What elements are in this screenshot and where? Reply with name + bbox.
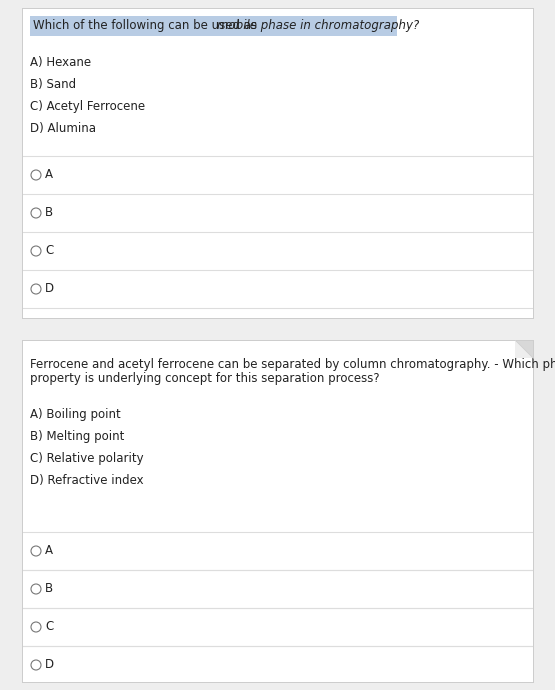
Text: D) Alumina: D) Alumina bbox=[30, 122, 96, 135]
Text: B) Melting point: B) Melting point bbox=[30, 430, 124, 443]
Text: D: D bbox=[45, 282, 54, 295]
Text: B: B bbox=[45, 206, 53, 219]
Text: D: D bbox=[45, 658, 54, 671]
Text: C: C bbox=[45, 620, 53, 633]
Text: A) Boiling point: A) Boiling point bbox=[30, 408, 121, 421]
Text: property is underlying concept for this separation process?: property is underlying concept for this … bbox=[30, 372, 380, 385]
Text: C) Acetyl Ferrocene: C) Acetyl Ferrocene bbox=[30, 100, 145, 113]
FancyBboxPatch shape bbox=[30, 16, 397, 36]
Text: B: B bbox=[45, 582, 53, 595]
Text: C) Relative polarity: C) Relative polarity bbox=[30, 452, 144, 465]
Text: A) Hexane: A) Hexane bbox=[30, 56, 91, 69]
Text: D) Refractive index: D) Refractive index bbox=[30, 474, 144, 487]
Text: Which of the following can be used as: Which of the following can be used as bbox=[33, 19, 260, 32]
Text: Ferrocene and acetyl ferrocene can be separated by column chromatography. - Whic: Ferrocene and acetyl ferrocene can be se… bbox=[30, 358, 555, 371]
Text: A: A bbox=[45, 168, 53, 181]
Text: A: A bbox=[45, 544, 53, 558]
Text: B) Sand: B) Sand bbox=[30, 78, 76, 91]
Text: C: C bbox=[45, 244, 53, 257]
Text: mobile phase in chromatography?: mobile phase in chromatography? bbox=[217, 19, 419, 32]
